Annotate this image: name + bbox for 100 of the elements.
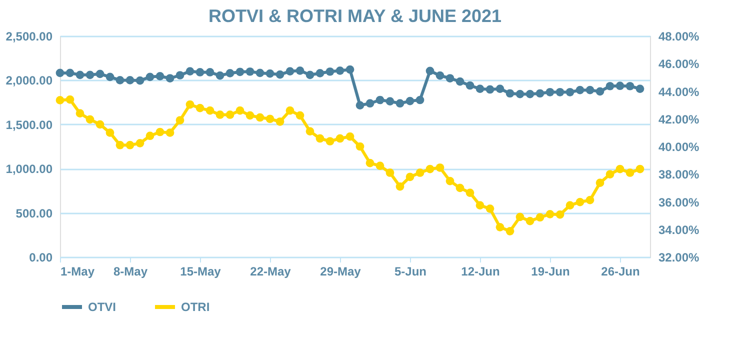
point <box>476 84 484 93</box>
point <box>286 106 294 115</box>
point <box>166 128 174 137</box>
point <box>626 168 634 177</box>
point <box>206 106 214 115</box>
point <box>436 163 444 172</box>
point <box>196 104 204 112</box>
point <box>486 85 494 94</box>
point <box>216 110 224 119</box>
point <box>126 140 134 150</box>
x-tick-label: 22-May <box>250 264 292 278</box>
point <box>116 76 124 84</box>
point <box>76 70 84 80</box>
point <box>326 137 334 146</box>
point <box>546 210 554 218</box>
point <box>86 115 94 124</box>
point <box>476 201 484 210</box>
point <box>266 69 274 78</box>
point <box>576 198 584 206</box>
point <box>426 66 434 76</box>
point <box>146 132 154 140</box>
point <box>376 96 384 104</box>
point <box>406 172 414 182</box>
x-tick-label: 1-May <box>60 264 95 278</box>
point <box>466 188 474 197</box>
point <box>316 134 324 143</box>
point <box>146 72 154 82</box>
point <box>196 68 204 76</box>
point <box>486 204 494 213</box>
point <box>416 96 424 104</box>
point <box>516 90 524 98</box>
y2-tick-label: 44.00% <box>658 84 700 99</box>
point <box>386 97 394 106</box>
y2-tick-label: 36.00% <box>658 195 700 210</box>
point <box>136 139 144 148</box>
point <box>506 89 514 98</box>
point <box>456 77 464 86</box>
point <box>276 70 284 79</box>
point <box>466 81 474 90</box>
point <box>326 67 334 76</box>
x-tick-label: 12-Jun <box>461 264 500 278</box>
point <box>496 84 504 93</box>
point <box>306 127 314 136</box>
point <box>396 99 404 108</box>
x-tick-label: 8-May <box>113 264 148 278</box>
legend-label: OTRI <box>181 300 210 314</box>
point <box>296 66 304 75</box>
point <box>296 111 304 120</box>
point <box>526 216 534 226</box>
point <box>556 210 564 219</box>
point <box>456 184 464 192</box>
point <box>226 110 234 119</box>
point <box>236 68 244 76</box>
point <box>306 70 314 80</box>
point <box>226 69 234 78</box>
point <box>586 86 594 94</box>
y-tick-label: 500.00 <box>16 206 53 220</box>
point <box>56 68 64 78</box>
point <box>606 82 614 90</box>
y2-tick-label: 32.00% <box>658 250 700 264</box>
point <box>636 84 644 93</box>
point <box>216 71 224 80</box>
point <box>346 132 354 141</box>
point <box>596 178 604 187</box>
y2-tick-label: 48.00% <box>658 30 700 44</box>
x-tick-label: 15-May <box>180 264 222 278</box>
point <box>106 128 114 137</box>
point <box>116 140 124 150</box>
x-tick-label: 26-Jun <box>601 264 640 278</box>
point <box>436 71 444 80</box>
point <box>376 162 384 170</box>
point <box>446 74 454 82</box>
y-tick-label: 2,500.00 <box>6 30 53 44</box>
y2-tick-label: 40.00% <box>658 140 700 154</box>
point <box>286 67 294 76</box>
y2-tick-label: 42.00% <box>658 112 700 126</box>
point <box>66 68 74 78</box>
point <box>616 82 624 90</box>
x-tick-label: 5-Jun <box>394 264 427 278</box>
point <box>576 86 584 94</box>
point <box>336 134 344 143</box>
point <box>536 213 544 222</box>
point <box>356 142 364 151</box>
point <box>176 71 184 80</box>
y-tick-label: 2,000.00 <box>6 74 53 88</box>
point <box>56 96 64 104</box>
point <box>186 100 194 109</box>
point <box>256 68 264 78</box>
point <box>276 117 284 126</box>
point <box>566 201 574 210</box>
point <box>396 182 404 191</box>
point <box>106 72 114 82</box>
point <box>156 128 164 136</box>
point <box>556 88 564 96</box>
point <box>316 69 324 78</box>
point <box>256 113 264 122</box>
point <box>416 168 424 177</box>
x-tick-label: 19-Jun <box>531 264 570 278</box>
point <box>86 70 94 80</box>
point <box>546 88 554 96</box>
